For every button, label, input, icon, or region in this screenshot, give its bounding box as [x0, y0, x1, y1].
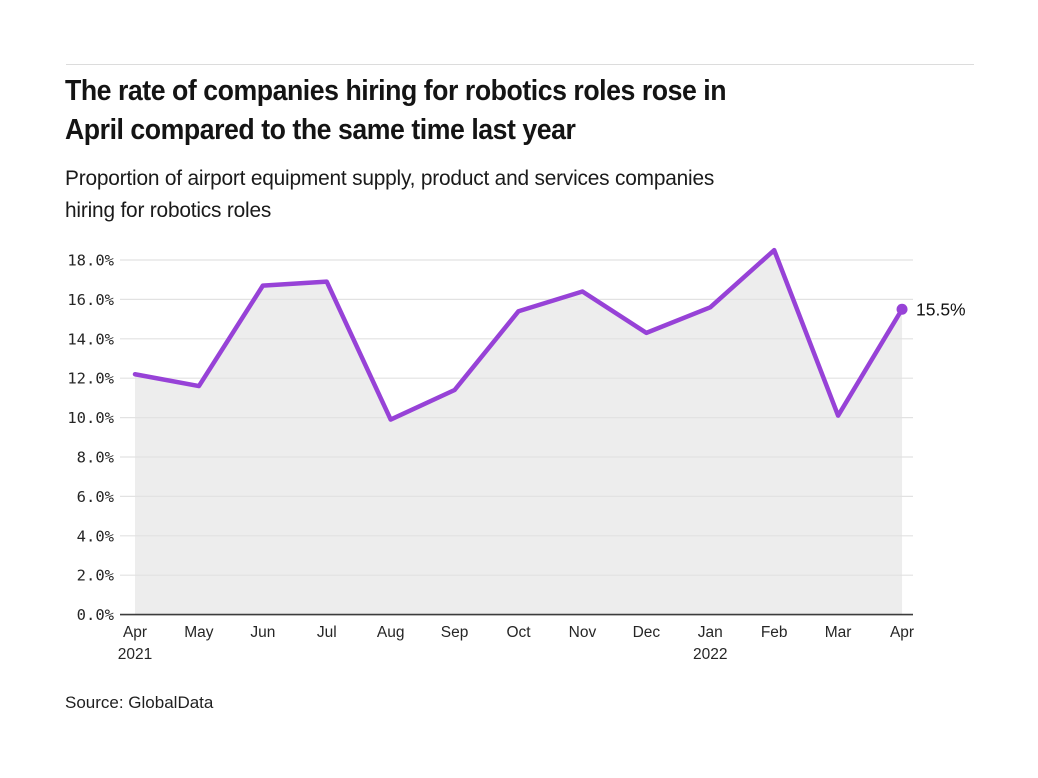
chart-title-line-1: The rate of companies hiring for robotic…: [65, 75, 727, 107]
y-axis-tick-label: 2.0%: [77, 567, 115, 585]
x-axis-tick-label: May: [184, 624, 214, 641]
chart-subtitle: Proportion of airport equipment supply, …: [65, 163, 714, 226]
end-point-marker: [896, 303, 908, 315]
x-axis-tick-label: Oct: [506, 624, 531, 641]
y-axis-tick-label: 4.0%: [77, 527, 115, 545]
end-value-label: 15.5%: [916, 299, 966, 319]
area-fill: [135, 250, 903, 615]
x-axis-tick-label: Nov: [569, 624, 597, 641]
x-axis-tick-label: Jan: [698, 624, 723, 641]
source-note: Source: GlobalData: [65, 693, 214, 712]
trend-line: [132, 247, 905, 422]
x-axis-tick-label: Aug: [377, 624, 405, 641]
y-axis-tick-label: 16.0%: [67, 291, 114, 309]
y-axis-tick-label: 6.0%: [77, 488, 115, 506]
x-axis-tick-label: Feb: [761, 624, 788, 641]
x-axis-tick-label: Dec: [633, 624, 661, 641]
x-axis-tick-label: Jul: [317, 624, 337, 641]
chart-title-line-2: April compared to the same time last yea…: [65, 114, 576, 146]
y-axis-tick-label: 10.0%: [67, 409, 114, 427]
chart-subtitle-line-2: hiring for robotics roles: [65, 197, 272, 222]
y-axis-tick-label: 14.0%: [67, 330, 114, 348]
x-axis-tick-label: Jun: [250, 624, 275, 641]
line-chart: 0.0% 2.0% 4.0% 6.0% 8.0% 10.0% 12.0% 14.0% 16.0%…: [67, 247, 966, 663]
y-axis-tick-label: 0.0%: [77, 606, 115, 624]
x-axis-tick-label: Sep: [441, 624, 469, 641]
top-divider: [66, 64, 974, 65]
y-axis-tick-label: 8.0%: [77, 449, 115, 467]
x-axis-tick-label: Apr: [890, 624, 914, 641]
x-axis-year-label: 2022: [693, 646, 727, 663]
y-axis-tick-label: 18.0%: [67, 252, 114, 270]
y-axis-tick-label: 12.0%: [67, 370, 114, 388]
x-axis-tick-label: Mar: [825, 624, 852, 641]
chart-subtitle-line-1: Proportion of airport equipment supply, …: [65, 166, 715, 190]
x-axis-year-label: 2021: [118, 646, 152, 663]
x-axis-tick-label: Apr: [123, 624, 147, 641]
chart-title: The rate of companies hiring for robotic…: [65, 72, 727, 150]
